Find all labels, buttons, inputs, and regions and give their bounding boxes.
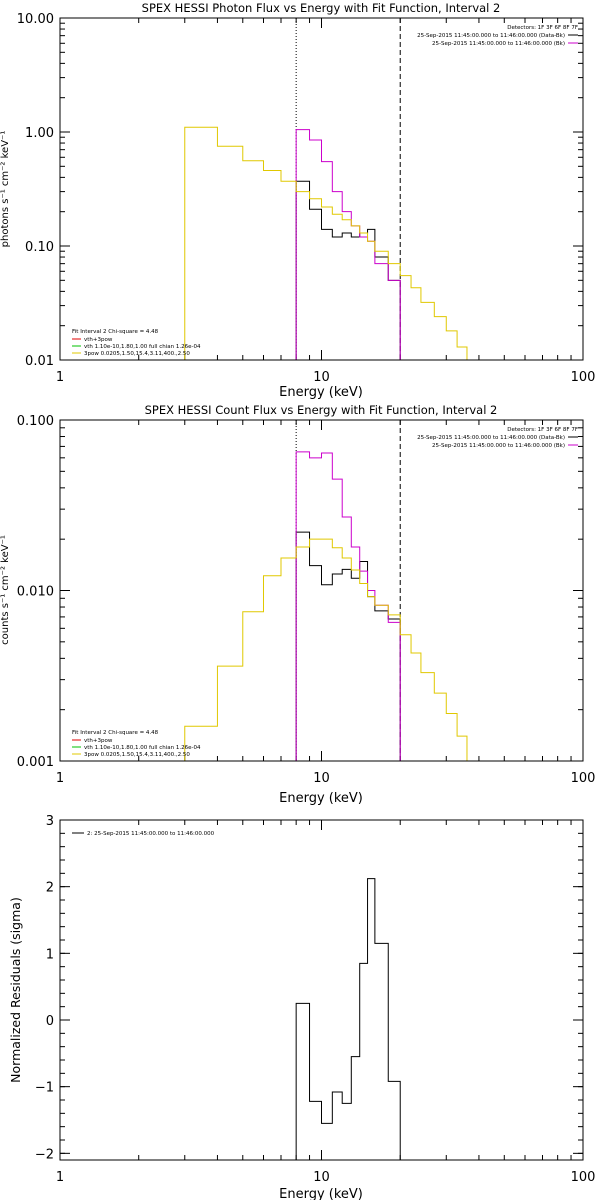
photon-flux-legend-line-4: 3pow 0.0205,1.50,15.4,3.11,400.,2.50 (84, 351, 190, 357)
count-flux-panel: 1 10 100 0.001 0.010 0.100 SPEX HESSI Count F… (0, 403, 595, 806)
photon-flux-x-tick-label: 10 (313, 370, 330, 385)
residuals-y-tick-label: 0 (46, 1014, 54, 1029)
photon-flux-y-tick-label: 0.10 (25, 240, 54, 255)
count-flux-series-vth-3pow (184, 538, 468, 761)
photon-flux-data-layer: 1 10 100 0.01 0.10 1.00 10.00 (17, 12, 596, 385)
residuals-ylabel: Normalized Residuals (sigma) (8, 897, 23, 1083)
count-flux-data-layer: 1 10 100 0.001 0.010 0.100 (17, 414, 596, 786)
residuals-x-tick-label: 100 (571, 1170, 596, 1185)
count-flux-xlabel: Energy (keV) (279, 791, 363, 806)
count-flux-x-tick-label: 100 (571, 771, 596, 786)
photon-flux-legend-line-3: vth 1.10e-10,1.80,1.00 full chian 1.26e-… (84, 344, 201, 350)
residuals-y-tick-label: 2 (46, 881, 54, 896)
photon-flux-ylabel: photons s⁻¹ cm⁻² keV⁻¹ (0, 131, 11, 248)
photon-flux-x-tick-label: 100 (571, 370, 596, 385)
count-flux-ylabel: counts s⁻¹ cm⁻² keV⁻¹ (0, 535, 11, 645)
residuals-panel: 1 10 100 −2 −1 0 1 2 3 Energy (keV) Normalized R… (8, 814, 595, 1200)
residuals-series-residual (295, 878, 401, 1160)
photon-flux-y-tick-label: 0.01 (25, 354, 54, 369)
residuals-y-tick-label: −1 (35, 1081, 54, 1096)
count-flux-title: SPEX HESSI Count Flux vs Energy with Fit… (145, 403, 498, 417)
count-flux-legend-line-4: 3pow 0.0205,1.50,15.4,3.11,400.,2.50 (84, 752, 190, 758)
count-flux-legend-line-1: Fit Interval 2 Chi-square = 4.48 (72, 730, 159, 736)
residuals-xlabel: Energy (keV) (279, 1187, 363, 1200)
photon-flux-y-tick-label: 10.00 (17, 12, 54, 27)
photon-flux-legend-line-1: Fit Interval 2 Chi-square = 4.48 (72, 329, 159, 335)
residuals-y-tick-label: 1 (46, 947, 54, 962)
residuals-data-layer: 1 10 100 −2 −1 0 1 2 3 (35, 814, 596, 1185)
count-flux-x-tick-label: 10 (313, 771, 330, 786)
count-flux-legend-line-2: vth+3pow (84, 738, 113, 744)
count-flux-series-bk (295, 451, 401, 761)
count-flux-y-tick-label: 0.010 (17, 585, 54, 600)
photon-flux-series-data-bk (295, 180, 401, 360)
count-flux-y-tick-label: 0.001 (17, 755, 54, 770)
count-flux-series-data-bk (295, 531, 401, 761)
photon-flux-panel: 1 10 100 0.01 0.10 1.00 10.00 SPEX HESSI Photo… (0, 1, 595, 400)
count-flux-x-tick-label: 1 (56, 771, 64, 786)
photon-flux-y-tick-label: 1.00 (25, 126, 54, 141)
photon-flux-header-line-2: 25-Sep-2015 11:45:00.000 to 11:46:00.000… (417, 33, 565, 39)
count-flux-legend-line-3: vth 1.10e-10,1.80,1.00 full chian 1.26e-… (84, 745, 201, 751)
count-flux-plot-frame (59, 419, 584, 762)
photon-flux-header-line-1: Detectors: 1F 3F 6F 8F 7F (507, 25, 578, 31)
residuals-x-tick-label: 1 (56, 1170, 64, 1185)
count-flux-y-tick-label: 0.100 (17, 414, 54, 429)
residuals-plot-frame (59, 819, 584, 1161)
count-flux-header-line-2: 25-Sep-2015 11:45:00.000 to 11:46:00.000… (417, 435, 565, 441)
residuals-y-tick-label: −2 (35, 1147, 54, 1162)
photon-flux-series-bk (295, 129, 401, 360)
residuals-x-tick-label: 10 (313, 1170, 330, 1185)
photon-flux-x-tick-label: 1 (56, 370, 64, 385)
photon-flux-plot-frame (59, 17, 584, 361)
photon-flux-legend-line-2: vth+3pow (84, 337, 113, 343)
photon-flux-title: SPEX HESSI Photon Flux vs Energy with Fi… (142, 1, 501, 15)
photon-flux-series-vth-3pow (184, 126, 468, 360)
photon-flux-xlabel: Energy (keV) (279, 385, 363, 400)
residuals-legend-line: 2: 25-Sep-2015 11:45:00.000 to 11:46:00.… (87, 831, 215, 837)
count-flux-header-line-3: 25-Sep-2015 11:45:00.000 to 11:46:00.000… (432, 443, 565, 449)
residuals-y-tick-label: 3 (46, 814, 54, 829)
photon-flux-header-line-3: 25-Sep-2015 11:45:00.000 to 11:46:00.000… (432, 41, 565, 47)
count-flux-header-line-1: Detectors: 1F 3F 6F 8F 7F (507, 427, 578, 433)
